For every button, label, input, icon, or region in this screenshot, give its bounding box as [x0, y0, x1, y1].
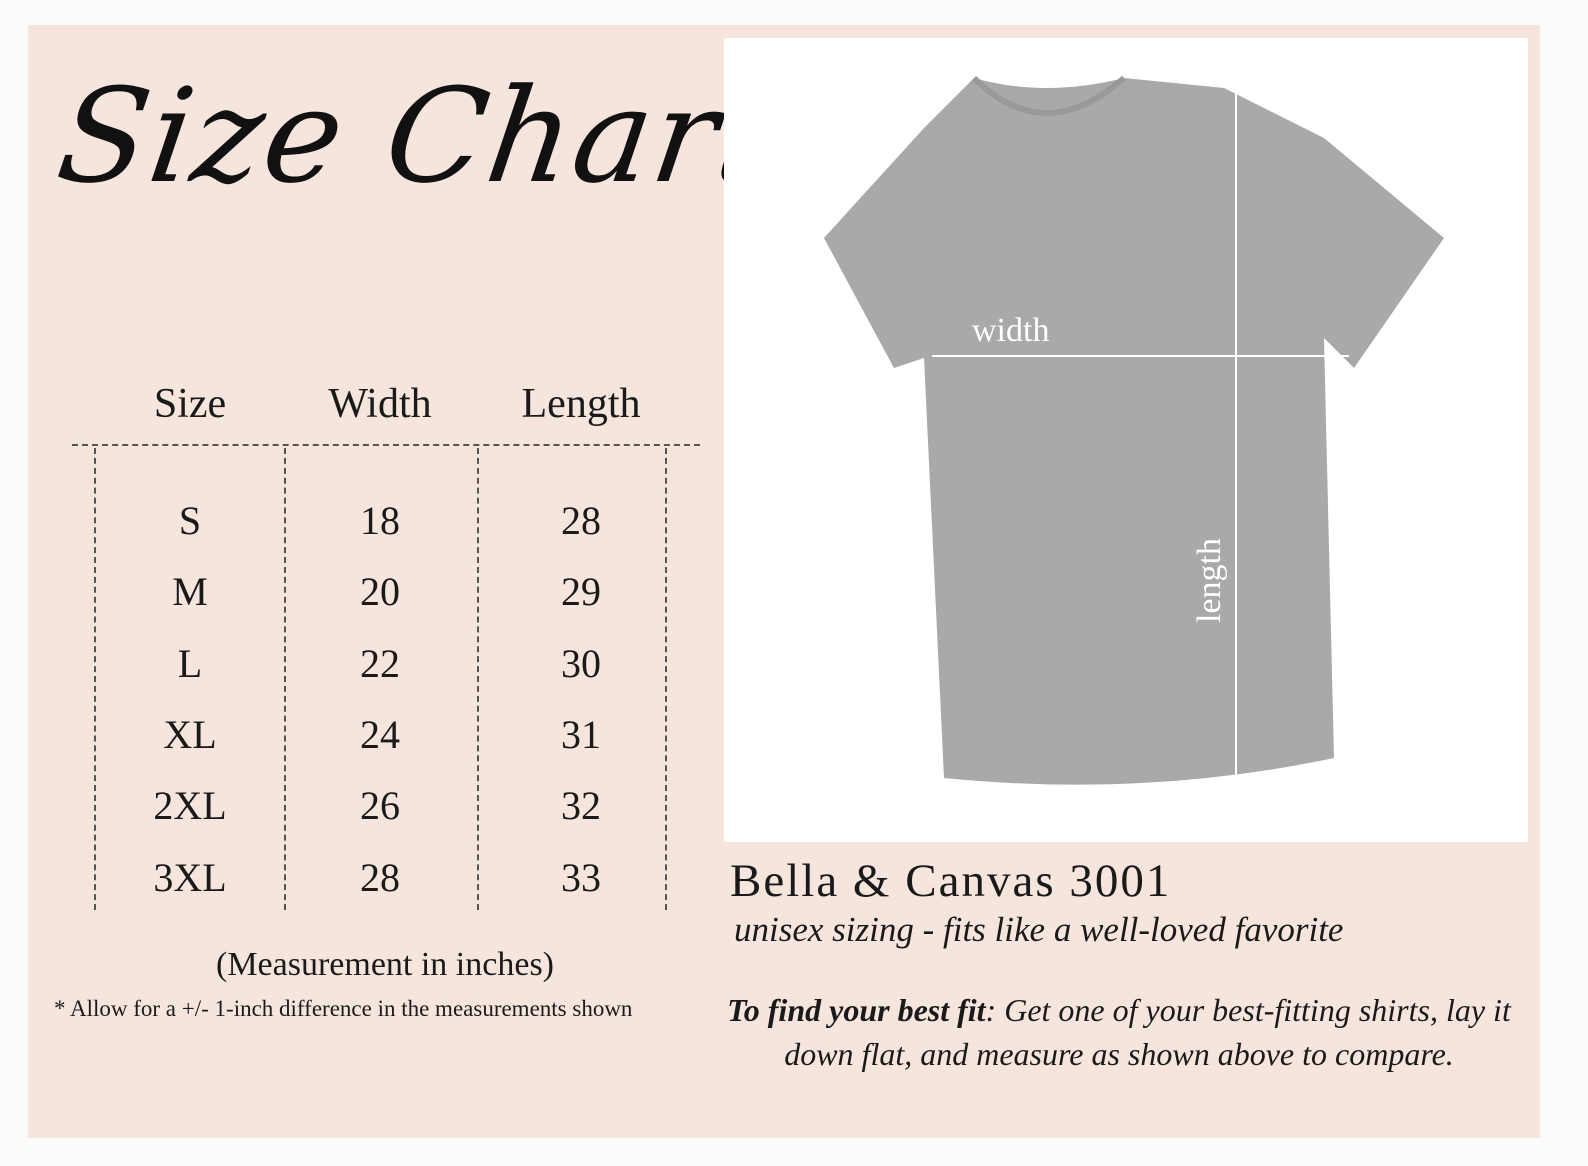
cell-width: 22 [360, 640, 400, 686]
cell-width: 24 [360, 711, 400, 757]
cell-size: M [172, 569, 208, 615]
cell-length: 31 [561, 711, 601, 757]
cell-size: XL [163, 711, 217, 757]
column-divider [665, 448, 667, 910]
page-title: Size Chart [49, 60, 784, 212]
column-divider [284, 448, 286, 910]
width-label: width [972, 312, 1049, 349]
cell-length: 29 [561, 569, 601, 615]
header-length: Length [521, 381, 641, 427]
cell-size: L [177, 640, 203, 686]
fit-instructions: To find your best fit: Get one of your b… [714, 988, 1524, 1076]
cell-length: 33 [561, 854, 601, 900]
cell-length: 30 [561, 640, 601, 686]
product-name: Bella & Canvas 3001 [730, 855, 1172, 907]
cell-width: 20 [360, 569, 400, 615]
fit-lead: To find your best fit [727, 992, 986, 1028]
cell-size: 2XL [153, 783, 227, 829]
header-divider [72, 444, 700, 446]
shirt-photo: width length [724, 38, 1528, 842]
tshirt-icon [824, 78, 1444, 785]
cell-length: 28 [561, 498, 601, 543]
cell-width: 28 [360, 854, 400, 900]
cell-width: 18 [360, 498, 400, 543]
length-label: length [1191, 538, 1228, 623]
column-divider [477, 448, 479, 910]
header-size: Size [153, 381, 227, 427]
column-divider [94, 448, 96, 910]
header-width: Width [328, 381, 432, 427]
cell-size: S [178, 498, 202, 543]
units-note: (Measurement in inches) [216, 946, 554, 983]
fit-text: : Get one of your best-fitting shirts, l… [784, 992, 1511, 1072]
cell-length: 32 [561, 783, 601, 829]
cell-size: 3XL [153, 854, 227, 900]
tolerance-note: * Allow for a +/- 1-inch difference in t… [54, 996, 633, 1021]
cell-width: 26 [360, 783, 400, 829]
product-tagline: unisex sizing - fits like a well-loved f… [734, 910, 1344, 949]
